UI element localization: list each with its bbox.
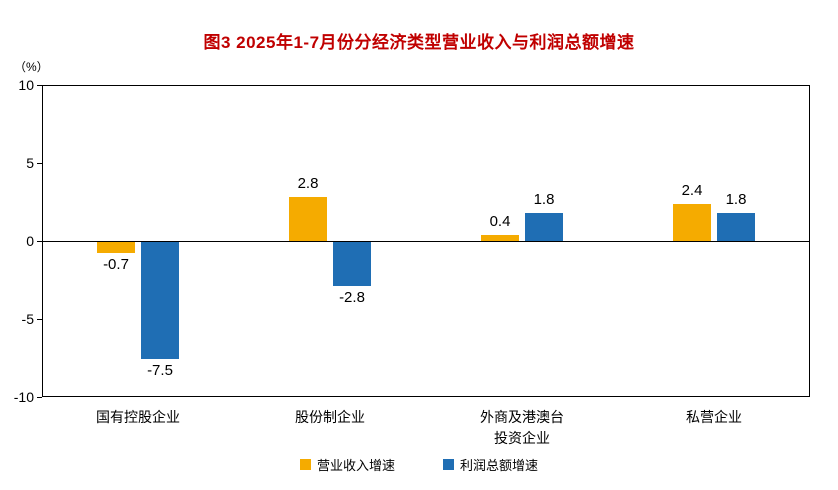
legend-label: 营业收入增速 bbox=[316, 458, 395, 473]
bar-s0-c3 bbox=[673, 203, 711, 241]
bar-value-label: 1.8 bbox=[725, 190, 747, 208]
legend: 营业收入增速 利润总额增速 bbox=[0, 455, 838, 474]
zero-axis-line bbox=[42, 241, 810, 242]
legend-label: 利润总额增速 bbox=[460, 458, 539, 473]
y-tick-mark bbox=[37, 241, 42, 242]
y-tick-mark bbox=[37, 85, 42, 86]
bar-s0-c2 bbox=[481, 234, 519, 241]
chart-title: 图3 2025年1-7月份分经济类型营业收入与利润总额增速 bbox=[203, 33, 635, 52]
y-tick-label: -10 bbox=[13, 389, 34, 405]
legend-swatch bbox=[443, 459, 454, 470]
bar-s1-c2 bbox=[525, 212, 563, 241]
y-tick-label: 0 bbox=[26, 233, 34, 249]
bar-s1-c1 bbox=[333, 242, 371, 286]
y-tick-mark bbox=[37, 397, 42, 398]
y-tick-mark bbox=[37, 163, 42, 164]
bar-value-label: -7.5 bbox=[147, 362, 173, 379]
legend-item: 营业收入增速 bbox=[299, 455, 395, 474]
y-tick-mark bbox=[37, 319, 42, 320]
legend-swatch bbox=[299, 459, 311, 470]
bar-s0-c0 bbox=[97, 242, 135, 253]
legend-item: 利润总额增速 bbox=[443, 455, 538, 474]
bar-value-label: 0.4 bbox=[489, 212, 511, 230]
bar-value-label: -2.8 bbox=[339, 288, 365, 306]
x-category-label: 国有控股企业 bbox=[96, 409, 180, 425]
x-category-label: 私营企业 bbox=[686, 409, 742, 425]
y-tick-label: -5 bbox=[21, 311, 34, 327]
bar-value-label: 1.8 bbox=[533, 190, 555, 208]
bar-value-label: 2.8 bbox=[297, 175, 319, 193]
x-category-label: 股份制企业 bbox=[295, 409, 365, 425]
bar-value-label: 2.4 bbox=[681, 181, 703, 199]
y-tick-label: 5 bbox=[26, 155, 34, 171]
y-tick-label: 10 bbox=[18, 77, 34, 93]
bar-s0-c1 bbox=[289, 197, 327, 241]
bar-s1-c3 bbox=[717, 212, 755, 241]
y-axis-unit-label: （%） bbox=[14, 60, 49, 74]
x-category-label: 外商及港澳台 投资企业 bbox=[480, 409, 564, 446]
bar-value-label: -0.7 bbox=[103, 255, 129, 273]
bar-s1-c0 bbox=[141, 242, 179, 359]
